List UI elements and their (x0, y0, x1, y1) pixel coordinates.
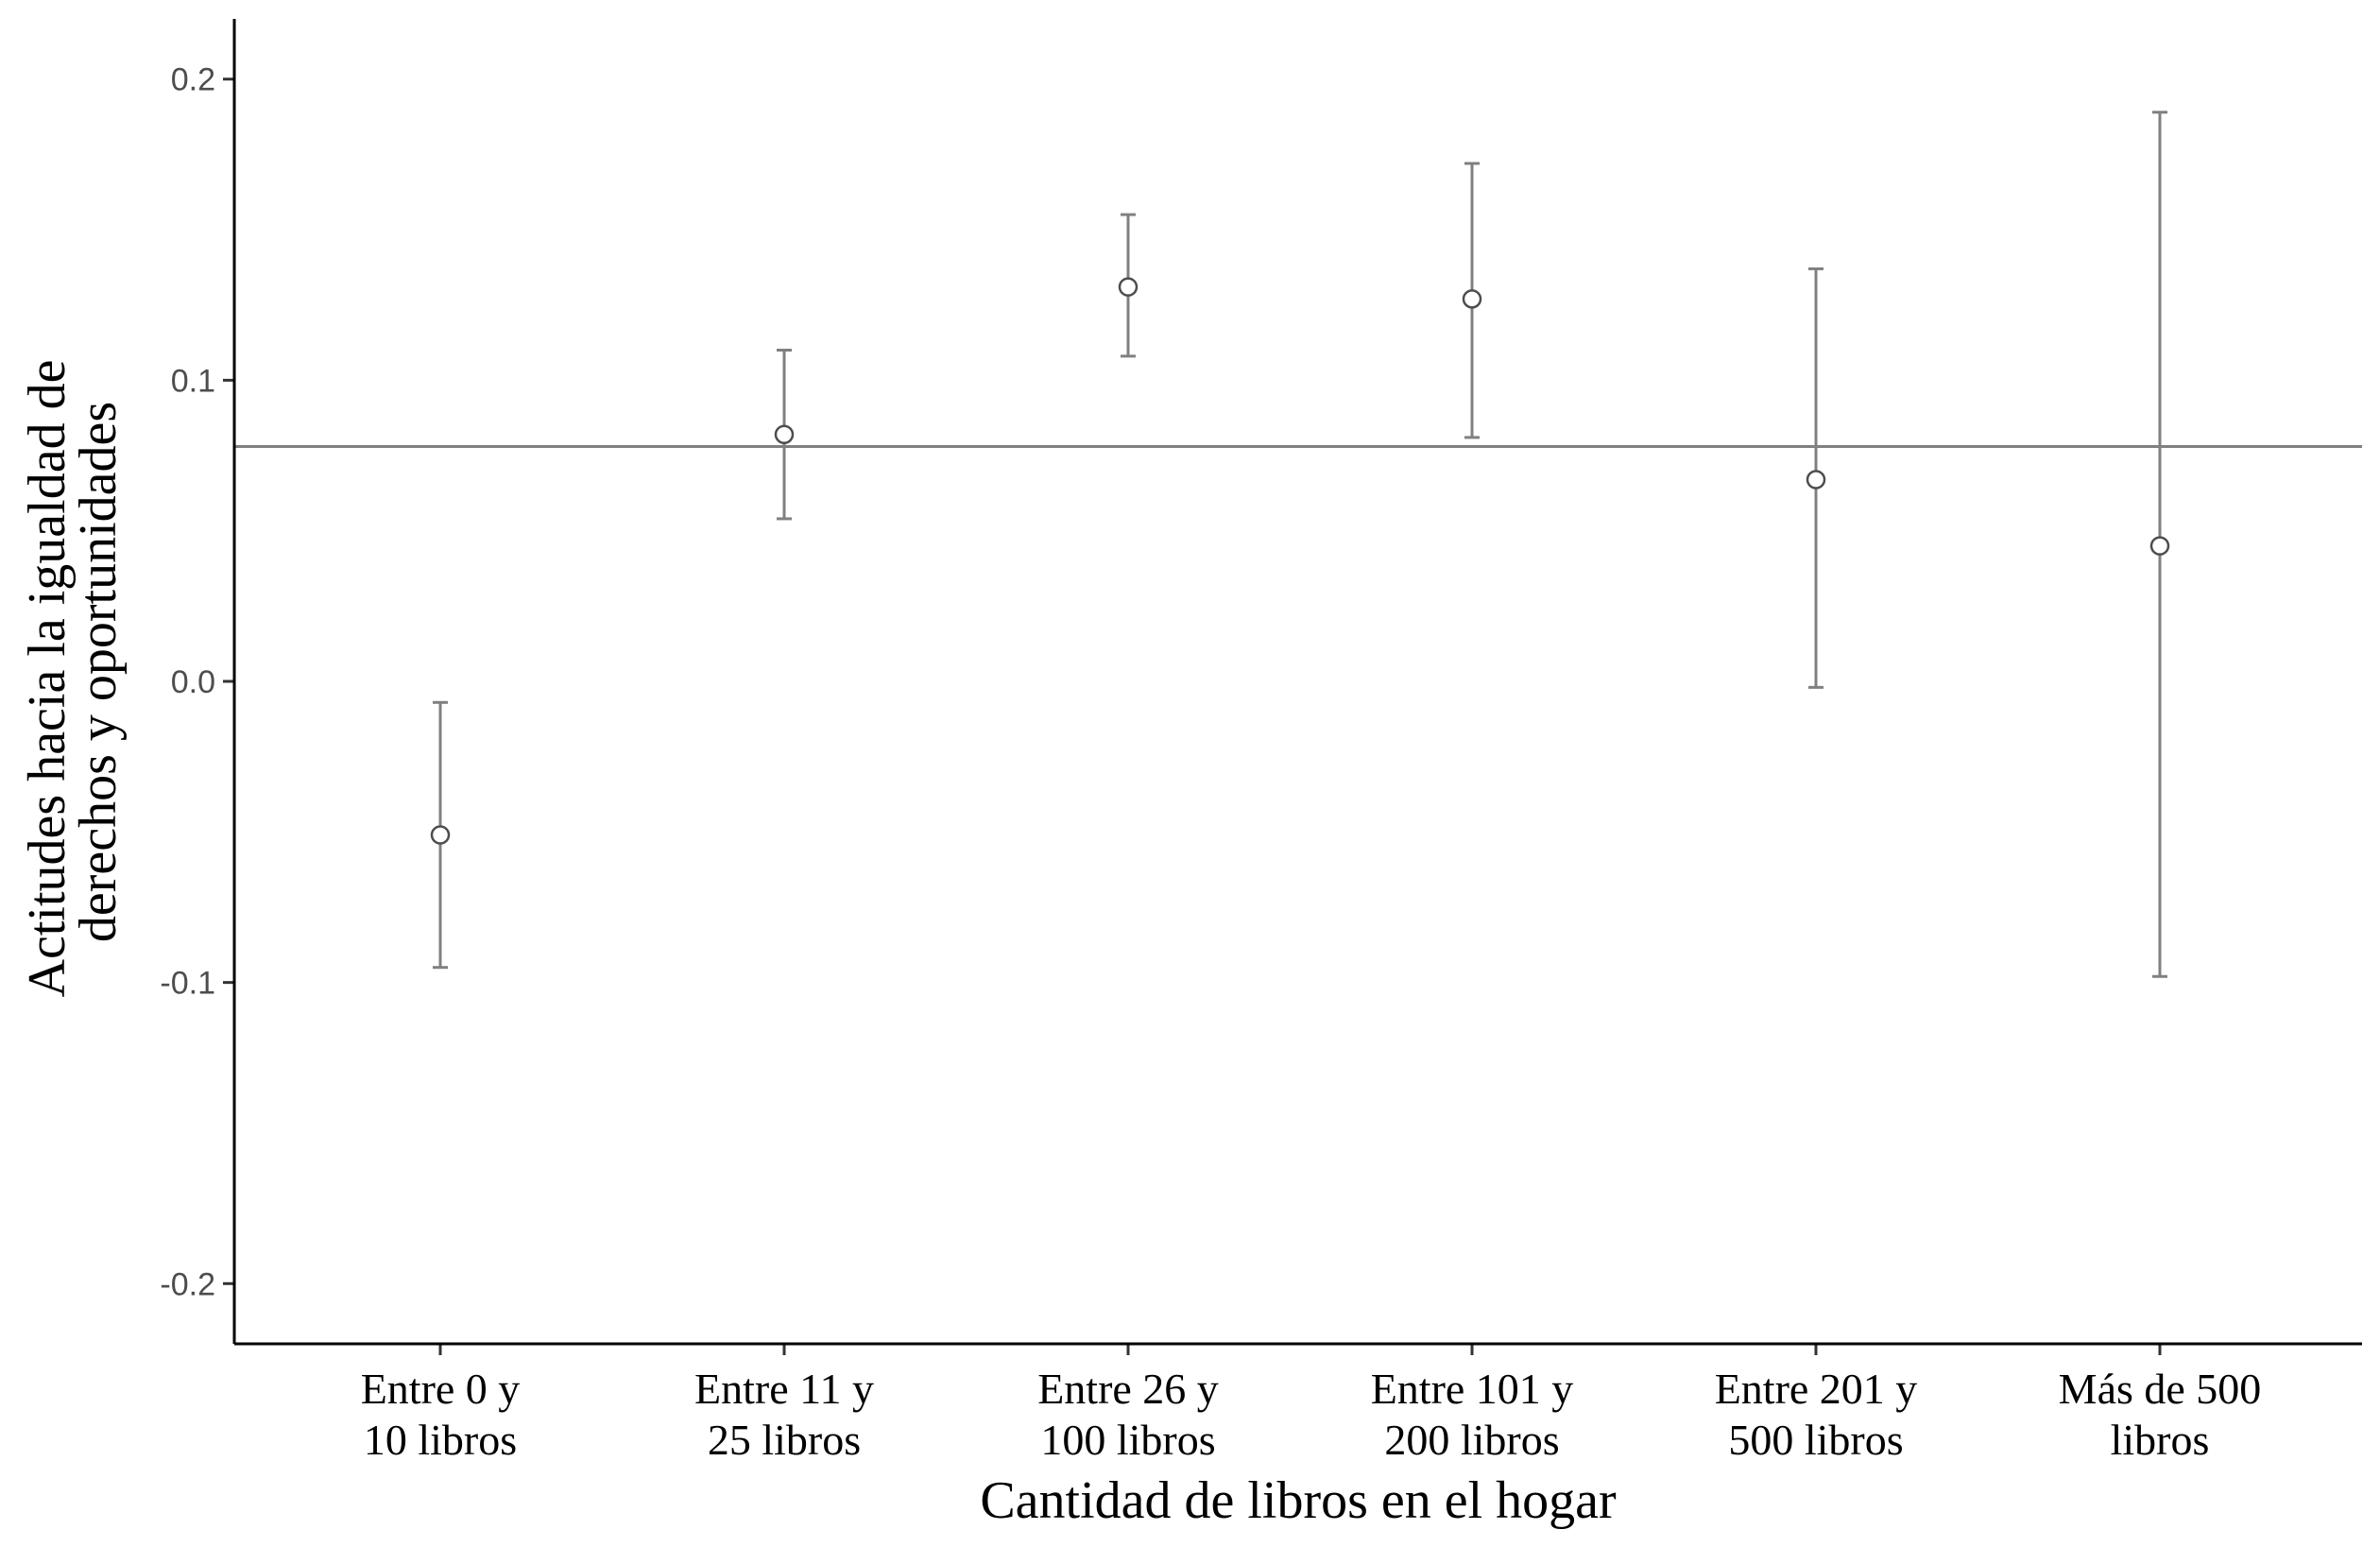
x-tick-label: Entre 201 y 500 libros (1715, 1365, 1918, 1464)
y-axis-title-line-2: derechos y oportunidades (69, 402, 128, 942)
errorbar-point-group (2149, 111, 2170, 978)
x-tick-label-line: 25 libros (708, 1416, 861, 1464)
x-tick-label-line: Entre 201 y (1715, 1365, 1918, 1413)
x-tick-label-line: 10 libros (364, 1416, 517, 1464)
x-tick-label: Entre 0 y 10 libros (361, 1365, 521, 1464)
x-tick-label: Entre 11 y 25 libros (694, 1365, 874, 1464)
data-point (430, 825, 451, 845)
data-point (774, 424, 795, 444)
x-tick-label-line: Entre 101 y (1371, 1365, 1574, 1413)
errorbar-point-group (430, 700, 451, 970)
data-point (1462, 289, 1482, 309)
errorbar-point-group (1462, 162, 1482, 439)
x-tick-label: Entre 101 y 200 libros (1371, 1365, 1574, 1464)
y-tick-label: 0.1 (171, 363, 215, 399)
x-tick-label: Entre 26 y 100 libros (1037, 1365, 1219, 1464)
errorbar-point-group (1806, 266, 1826, 689)
y-tick-label: -0.2 (160, 1266, 215, 1302)
data-point (1806, 470, 1826, 490)
x-tick-label-line: 100 libros (1040, 1416, 1215, 1464)
data-point (2149, 536, 2170, 556)
x-axis-title: Cantidad de libros en el hogar (980, 1471, 1617, 1530)
y-tick-label: -0.1 (160, 966, 215, 1002)
y-axis-title-line-1: Actitudes hacia la igualdad de (18, 360, 77, 998)
x-tick-label-line: Entre 0 y (361, 1365, 521, 1413)
y-axis-ticks: -0.2 -0.1 0.0 0.1 0.2 (160, 62, 234, 1302)
x-tick-label-line: 200 libros (1384, 1416, 1559, 1464)
y-axis-title: Actitudes hacia la igualdad de derechos … (18, 347, 128, 998)
y-tick-label: 0.0 (171, 664, 215, 700)
x-tick-label-line: Entre 26 y (1037, 1365, 1219, 1413)
data-point (1118, 277, 1139, 297)
data-marks (430, 111, 2170, 978)
x-tick-label-line: libros (2111, 1416, 2210, 1464)
x-tick-label-line: Entre 11 y (694, 1365, 874, 1413)
errorbar-point-group (774, 349, 795, 521)
x-tick-label-line: Más de 500 (2059, 1365, 2262, 1413)
y-tick-label: 0.2 (171, 62, 215, 98)
errorbar-point-group (1118, 213, 1139, 358)
x-tick-label-line: 500 libros (1728, 1416, 1903, 1464)
x-tick-label: Más de 500 libros (2059, 1365, 2262, 1464)
